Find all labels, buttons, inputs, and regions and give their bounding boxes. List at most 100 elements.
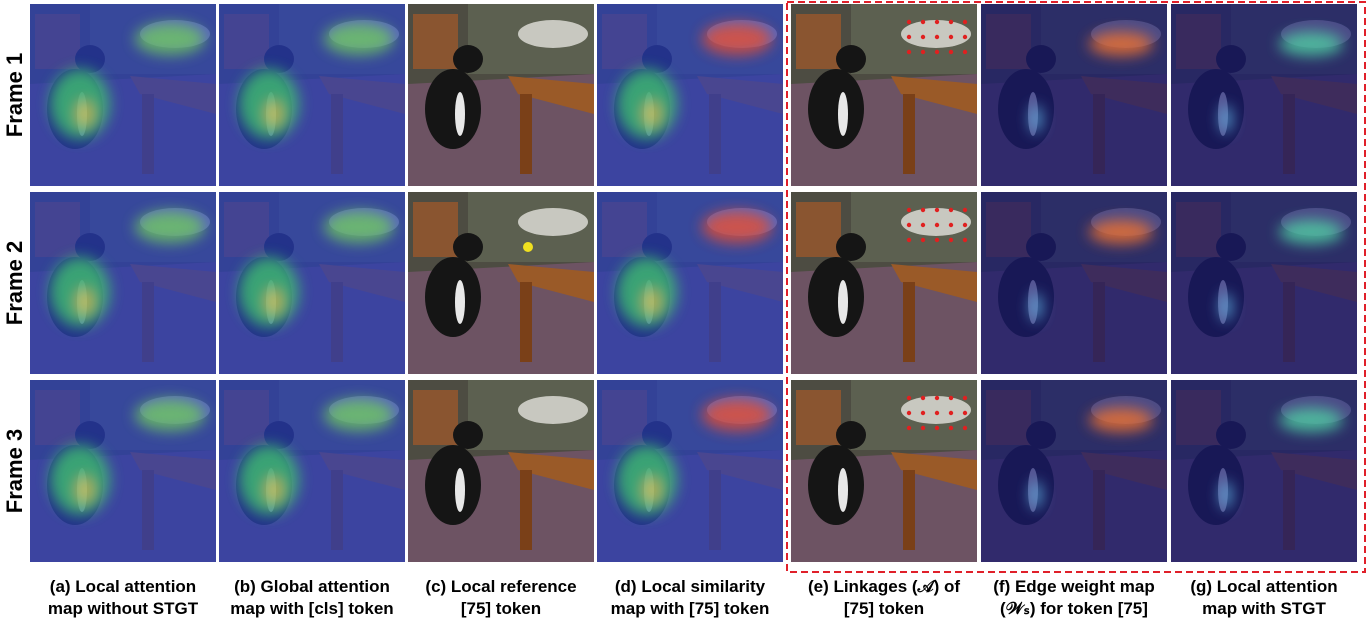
- cat: [518, 208, 588, 236]
- table-leg: [520, 94, 532, 174]
- caption-line: [75] token: [461, 599, 541, 618]
- link-dot: [935, 208, 939, 212]
- cat: [901, 208, 971, 236]
- image-cell: [219, 192, 405, 374]
- caption-line: (d) Local similarity: [615, 577, 766, 596]
- blob: [617, 69, 677, 139]
- blob: [239, 257, 299, 327]
- table-leg: [903, 282, 915, 362]
- link-dot: [949, 238, 953, 242]
- link-dot: [907, 411, 911, 415]
- link-dot: [907, 208, 911, 212]
- link-dot: [921, 396, 925, 400]
- link-dot: [963, 50, 967, 54]
- caption-line: (g) Local attention: [1190, 577, 1337, 596]
- image-cell: [219, 380, 405, 562]
- dog: [808, 257, 864, 337]
- image-cell: [30, 380, 216, 562]
- blob: [135, 23, 205, 55]
- blob: [1030, 105, 1042, 133]
- link-dot: [963, 426, 967, 430]
- link-dot: [921, 223, 925, 227]
- blob: [1089, 32, 1153, 56]
- blob: [77, 478, 93, 502]
- link-dot: [963, 411, 967, 415]
- caption-line: (a) Local attention: [50, 577, 196, 596]
- link-dot: [907, 426, 911, 430]
- link-dot: [921, 426, 925, 430]
- table-leg: [903, 94, 915, 174]
- image-cell: [408, 192, 594, 374]
- blob: [1279, 220, 1343, 244]
- caption-line: map with [75] token: [611, 599, 770, 618]
- blob: [1220, 481, 1232, 509]
- blob: [77, 290, 93, 314]
- image-cell: [791, 380, 977, 562]
- dog-patch: [455, 92, 465, 136]
- table-leg: [903, 470, 915, 550]
- image-cell: [597, 4, 783, 186]
- blob: [1220, 105, 1232, 133]
- heat-base: [1171, 380, 1357, 562]
- heat-base: [981, 380, 1167, 562]
- link-dot: [963, 208, 967, 212]
- link-dot: [935, 411, 939, 415]
- blob: [77, 102, 93, 126]
- link-dot: [963, 35, 967, 39]
- blob: [702, 399, 772, 431]
- link-dot: [921, 208, 925, 212]
- blob: [135, 399, 205, 431]
- image-cell: [597, 380, 783, 562]
- link-dot: [907, 50, 911, 54]
- dog-head: [836, 233, 866, 261]
- link-dot: [963, 238, 967, 242]
- image-cell: [791, 192, 977, 374]
- row-label: Frame 1: [2, 53, 27, 137]
- link-dot: [921, 50, 925, 54]
- figure: Frame 1Frame 2Frame 3(a) Local attention…: [0, 0, 1370, 623]
- link-dot: [935, 20, 939, 24]
- link-dot: [907, 35, 911, 39]
- caption-line: map without STGT: [48, 599, 199, 618]
- image-cell: [1171, 380, 1357, 562]
- blob: [702, 211, 772, 243]
- image-cell: [30, 4, 216, 186]
- link-dot: [949, 208, 953, 212]
- blob: [1089, 220, 1153, 244]
- caption-line: (c) Local reference: [425, 577, 576, 596]
- link-dot: [949, 396, 953, 400]
- image-cell: [981, 4, 1167, 186]
- link-dot: [949, 35, 953, 39]
- cat: [901, 396, 971, 424]
- dog: [425, 257, 481, 337]
- reference-point: [523, 242, 533, 252]
- heat-base: [1171, 192, 1357, 374]
- blob: [266, 478, 282, 502]
- link-dot: [963, 223, 967, 227]
- blob: [239, 445, 299, 515]
- link-dot: [963, 396, 967, 400]
- link-dot: [935, 35, 939, 39]
- caption-line: map with [cls] token: [230, 599, 393, 618]
- blob: [617, 257, 677, 327]
- link-dot: [949, 411, 953, 415]
- dog-head: [453, 45, 483, 73]
- link-dot: [907, 238, 911, 242]
- table-leg: [520, 282, 532, 362]
- blob: [1279, 32, 1343, 56]
- table-leg: [520, 470, 532, 550]
- link-dot: [949, 20, 953, 24]
- blob: [1030, 293, 1042, 321]
- dog-patch: [455, 468, 465, 512]
- image-cell: [30, 192, 216, 374]
- heat-base: [981, 4, 1167, 186]
- dog-head: [453, 421, 483, 449]
- dog-patch: [838, 468, 848, 512]
- dog-head: [836, 421, 866, 449]
- link-dot: [907, 20, 911, 24]
- blob: [1030, 481, 1042, 509]
- dog-head: [453, 233, 483, 261]
- chair: [796, 202, 841, 257]
- dog-patch: [455, 280, 465, 324]
- dog-patch: [838, 92, 848, 136]
